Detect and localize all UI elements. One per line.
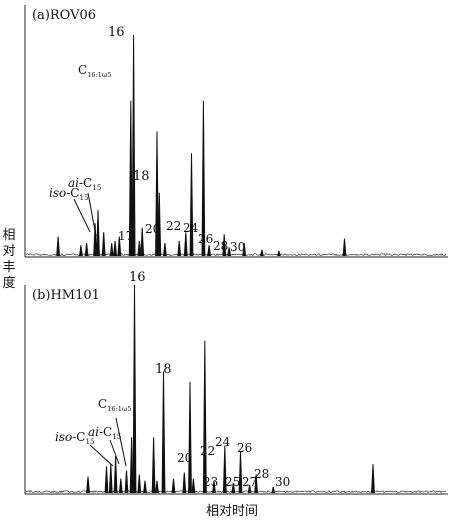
chromatogram-peak <box>161 371 166 494</box>
chromatogram-peak <box>109 243 114 257</box>
chromatogram-peak <box>155 131 159 257</box>
chromatogram-peak <box>202 340 207 494</box>
chromatogram-peak <box>132 284 137 494</box>
peak-label: 22 <box>200 444 215 458</box>
chromatogram-peak <box>129 437 134 494</box>
chromatogram-peak <box>157 192 162 257</box>
chromatogram-peak <box>171 478 176 494</box>
chromatogram-peak <box>96 210 100 257</box>
chromatogram-peak <box>247 484 252 494</box>
chromatogram-peak <box>182 472 187 494</box>
chromatogram-peak <box>163 243 167 257</box>
chromatogram-peak <box>56 236 60 257</box>
peak-label: 22 <box>166 219 181 233</box>
chromatogram-peak <box>108 464 113 494</box>
chromatogram-peak <box>118 478 123 494</box>
chromatogram-peak <box>371 464 375 494</box>
chromatogram-peak <box>201 100 206 257</box>
chromatogram-peak <box>137 240 142 257</box>
chromatogram-peak <box>117 236 122 257</box>
chromatogram-peak <box>79 245 83 257</box>
chromatogram-peak <box>131 34 136 257</box>
peak-label: 20 <box>177 451 192 465</box>
peak-label: ai-C15 <box>88 425 122 441</box>
peak-label: 28 <box>254 467 269 481</box>
leader-line <box>115 417 127 467</box>
chromatogram-peak <box>143 480 147 494</box>
chromatogram-peak <box>271 486 276 494</box>
chromatogram-peak <box>188 381 192 494</box>
leader-line <box>89 444 114 467</box>
chromatogram-peak <box>86 476 90 494</box>
peak-label: 30 <box>230 240 245 254</box>
chromatogram-peak <box>260 249 264 257</box>
chromatogram-peak <box>155 480 159 494</box>
chromatogram-peak <box>189 153 194 257</box>
peak-label: iso-C15 <box>55 430 95 446</box>
peak-label: iso-C15 <box>49 186 89 202</box>
x-axis-label: 相对时间 <box>205 504 258 519</box>
peak-label: 24 <box>183 221 199 235</box>
peak-label: ai-C15 <box>68 176 102 192</box>
chromatogram-peak <box>84 243 89 257</box>
chromatogram-peak <box>183 232 188 257</box>
y-axis-label-char: 丰 <box>2 260 16 275</box>
chromatogram-peak <box>254 474 258 494</box>
chromatogram-peak <box>231 482 236 494</box>
peak-label: 25 <box>225 475 240 489</box>
leader-line <box>87 192 97 237</box>
chromatogram-peak <box>101 232 106 257</box>
chromatogram-peak <box>124 470 129 494</box>
leader-line <box>73 198 91 233</box>
peak-label: 17 <box>118 229 133 243</box>
y-axis-label-char: 相 <box>2 228 16 243</box>
chromatogram-peak <box>113 240 117 257</box>
chromatogram-peak <box>342 238 347 257</box>
chromatogram-peak <box>207 245 211 257</box>
peak-label: 23 <box>203 475 218 489</box>
peak-label: 28 <box>213 239 228 253</box>
chromatogram-peak <box>104 466 109 494</box>
chromatogram-peak <box>238 451 243 494</box>
y-axis-label: 相 对 丰 度 <box>2 228 16 292</box>
chromatogram-peak <box>151 437 156 494</box>
peak-label: 26 <box>198 232 213 246</box>
y-axis-label-char: 度 <box>2 276 16 291</box>
panel-title: (b)HM101 <box>32 288 100 303</box>
chromatogram-peak <box>113 455 118 494</box>
peak-label: C16:1ω5 <box>78 63 112 79</box>
peak-label: 16 <box>129 270 146 285</box>
chromatogram-peak <box>140 227 145 257</box>
peak-label: 30 <box>275 475 290 489</box>
chromatogram-peak <box>191 478 196 494</box>
peak-label: 16 <box>108 25 125 40</box>
y-axis-label-char: 对 <box>2 244 16 259</box>
peak-label: 20 <box>145 222 160 236</box>
baseline-trace <box>25 490 447 494</box>
chromatogram-peak <box>242 243 247 257</box>
chromatogram-peak <box>277 250 281 257</box>
peak-label: C16:1ω5 <box>98 397 132 413</box>
chromatogram-peak <box>212 480 216 494</box>
chromatogram-peak <box>177 240 182 257</box>
peak-label: 18 <box>155 362 172 377</box>
chromatogram-peak <box>222 234 227 257</box>
chromatogram-peak <box>93 223 97 257</box>
chromatogram-peak <box>222 445 227 494</box>
chromatogram-peak <box>137 474 142 494</box>
peak-label: 18 <box>133 169 150 184</box>
chromatogram-peak <box>227 247 231 257</box>
leader-line <box>109 439 120 465</box>
peak-label: 24 <box>215 435 231 449</box>
chromatogram-peak <box>128 100 133 257</box>
peak-label: 26 <box>237 441 252 455</box>
peak-label: 27 <box>242 475 257 489</box>
panel-title: (a)ROV06 <box>32 8 96 23</box>
